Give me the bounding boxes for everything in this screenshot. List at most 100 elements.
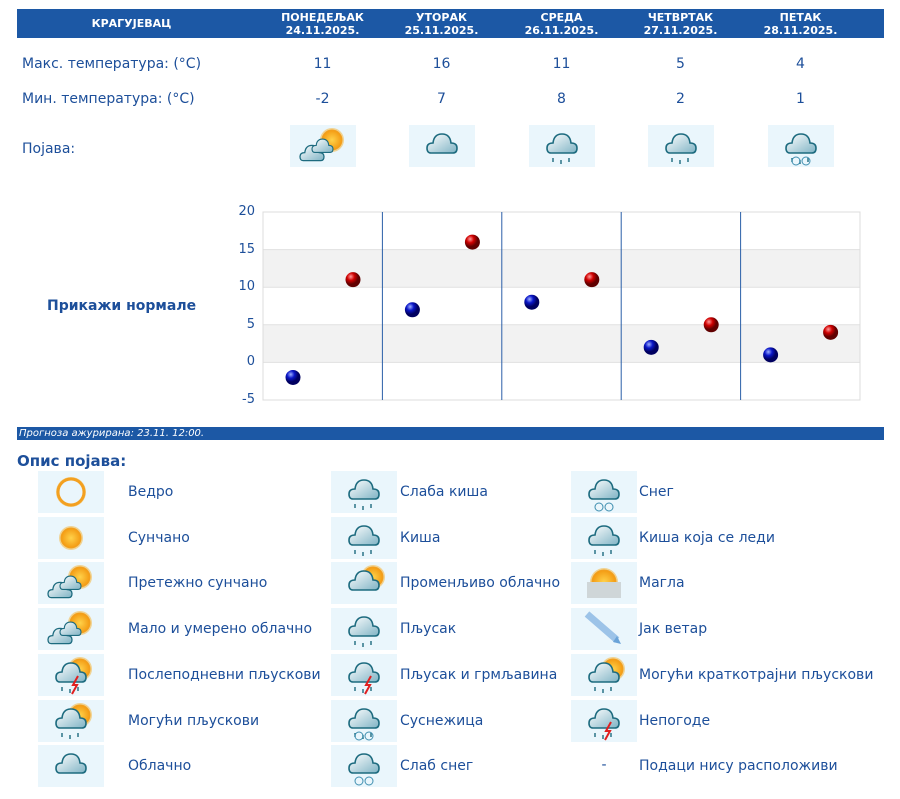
freezing-rain-icon (571, 516, 637, 559)
day-name: ПОНЕДЕЉАК (281, 11, 364, 24)
forecast-header: КРАГУЈЕВАЦ ПОНЕДЕЉАК 24.11.2025. УТОРАК 25.… (17, 9, 884, 38)
max-temp-point (584, 272, 600, 288)
shower-icon (331, 608, 397, 651)
day-header: ПОНЕДЕЉАК 24.11.2025. (263, 11, 382, 37)
min-temp-value: 2 (676, 91, 685, 107)
legend-label: Суснежица (400, 712, 484, 729)
sleet-icon (768, 125, 834, 167)
snow-icon (571, 471, 637, 513)
legend-label: Јак ветар (639, 621, 708, 638)
min-temp-point (643, 339, 659, 355)
day-date: 25.11.2025. (404, 24, 479, 37)
min-temp-value: 7 (437, 91, 446, 107)
legend-label: Киша која се леди (639, 529, 775, 546)
min-temp-point (524, 294, 540, 310)
light-snow-icon (331, 745, 397, 788)
max-temp-value: 4 (796, 56, 805, 72)
strong-wind-icon (571, 608, 637, 651)
sunny-icon (38, 516, 104, 559)
rain-icon (331, 516, 397, 559)
min-temp-point (404, 302, 420, 318)
legend-label: Пљусак и грмљавина (400, 666, 558, 683)
rain-icon (529, 125, 595, 167)
max-temp-point (703, 317, 719, 333)
legend-label: Снег (639, 484, 674, 500)
legend-label: Променљиво облачно (400, 575, 561, 592)
max-temp-value: 11 (552, 56, 571, 72)
max-temp-label: Макс. температура: (°C) (22, 56, 202, 72)
legend-label: Мало и умерено облачно (128, 621, 313, 638)
phenomenon-label: Појава: (22, 141, 76, 157)
max-temp-value: 5 (676, 56, 685, 72)
day-name: СРЕДА (540, 11, 583, 24)
day-header: ЧЕТВРТАК 27.11.2025. (621, 11, 740, 37)
min-temp-point (285, 369, 301, 385)
light-rain-icon (331, 471, 397, 513)
min-temp-value: 1 (796, 91, 805, 107)
temperature-chart (262, 211, 861, 401)
min-temp-point (763, 347, 779, 363)
light-rain-icon (648, 125, 714, 167)
mostly-sunny-icon (290, 125, 356, 167)
legend-label: Магла (639, 575, 685, 592)
max-temp-point (464, 234, 480, 250)
legend-label: Подаци нису расположиви (639, 758, 838, 775)
y-tick-label: 15 (238, 241, 255, 257)
city-name: КРАГУЈЕВАЦ (91, 17, 172, 30)
day-header: СРЕДА 26.11.2025. (502, 11, 621, 37)
brief-showers-icon (571, 653, 637, 696)
y-tick-label: 0 (246, 354, 255, 370)
mostly-sunny-icon (38, 562, 104, 605)
day-date: 28.11.2025. (763, 24, 838, 37)
day-name: ПЕТАК (779, 11, 822, 24)
thunderstorm-icon (331, 653, 397, 696)
variable-cloudy-icon (331, 562, 397, 605)
y-tick-label: 20 (238, 204, 255, 219)
afternoon-showers-icon (38, 653, 104, 696)
legend-title: Опис појава: (17, 452, 127, 470)
fog-icon (571, 562, 637, 605)
legend-label: Могући краткотрајни пљускови (639, 666, 874, 683)
y-tick-label: 5 (246, 316, 255, 332)
day-date: 26.11.2025. (524, 24, 599, 37)
cloudy-icon (38, 745, 104, 788)
day-date: 27.11.2025. (643, 24, 718, 37)
max-temp-value: 11 (313, 56, 332, 72)
min-temp-value: -2 (315, 91, 330, 107)
day-name: ЧЕТВРТАК (647, 11, 714, 24)
chart-band (263, 249, 860, 288)
legend-label: Киша (400, 529, 441, 546)
forecast-updated: Прогноза ажурирана: 23.11. 12:00. (17, 427, 884, 440)
legend-label: Слаб снег (400, 758, 474, 775)
legend-label: Могући пљускови (128, 712, 260, 729)
max-temp-point (823, 324, 839, 340)
partly-cloudy-icon (38, 608, 104, 651)
day-header: УТОРАК 25.11.2025. (382, 11, 501, 37)
legend-label: Слаба киша (400, 484, 488, 500)
legend-label: Послеподневни пљускови (128, 666, 321, 683)
legend-label: Облачно (128, 758, 192, 775)
clear-icon (38, 471, 104, 513)
legend-label: Ведро (128, 484, 174, 500)
storm-icon (571, 699, 637, 742)
chart-band (263, 324, 860, 363)
legend-label: Претежно сунчано (128, 575, 268, 592)
day-header: ПЕТАК 28.11.2025. (741, 11, 860, 37)
day-name: УТОРАК (416, 11, 467, 24)
legend-label: Непогоде (639, 712, 711, 729)
sleet-icon (331, 699, 397, 742)
cloudy-icon (409, 125, 475, 167)
max-temp-value: 16 (432, 56, 451, 72)
min-temp-label: Мин. температура: (°C) (22, 91, 195, 107)
possible-showers-icon (38, 699, 104, 742)
min-temp-value: 8 (557, 91, 566, 107)
legend-label: Сунчано (128, 529, 190, 546)
plot-border (262, 211, 861, 401)
legend-label: Пљусак (400, 621, 457, 638)
day-date: 24.11.2025. (285, 24, 360, 37)
y-tick-label: -5 (242, 392, 255, 407)
y-tick-label: 10 (238, 279, 255, 295)
show-normals-link[interactable]: Прикажи нормале (47, 298, 197, 314)
no-data-dash: - (601, 757, 607, 774)
